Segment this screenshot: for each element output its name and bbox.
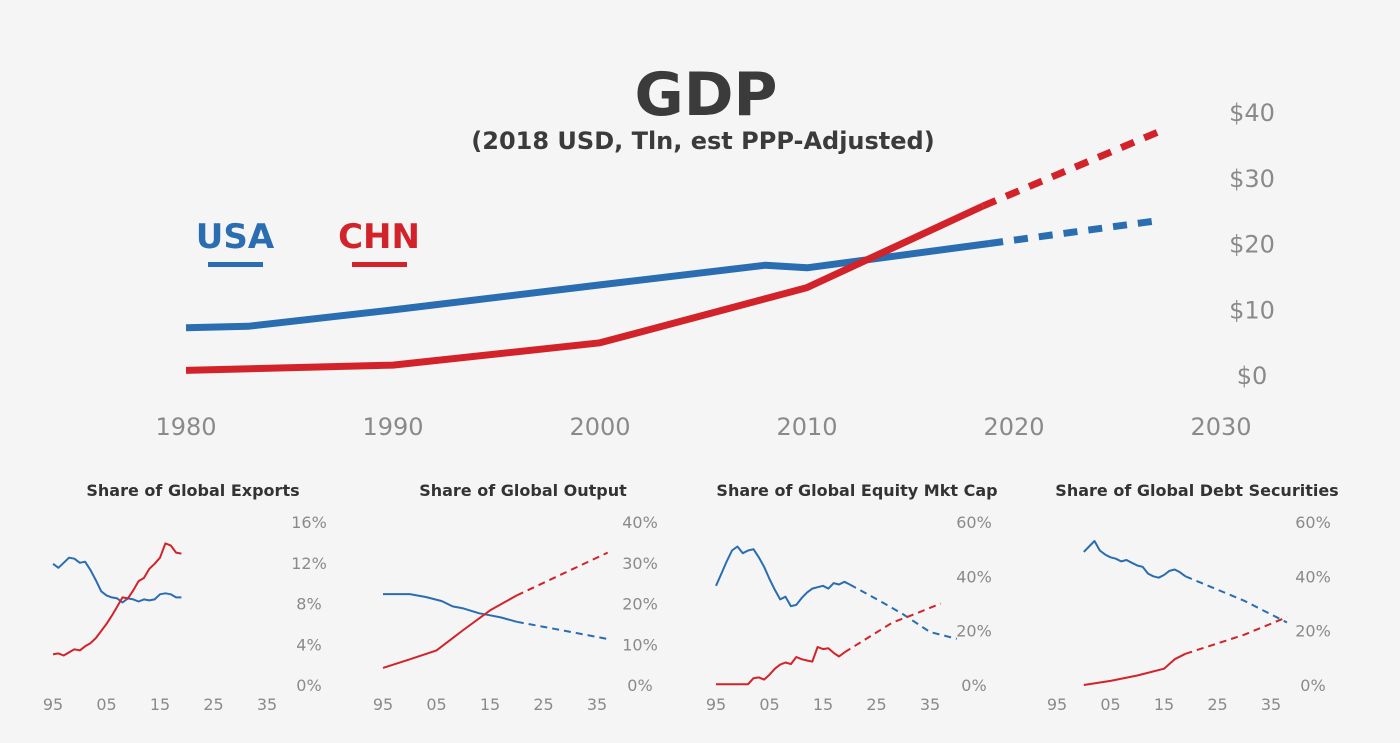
main-chart-subtitle: (2018 USD, Tln, est PPP-Adjusted) — [471, 127, 934, 155]
c3-x-tick-95: 95 — [706, 695, 726, 714]
c3-x-tick-35: 35 — [920, 695, 940, 714]
c0-y-tick--40: $40 — [1229, 99, 1275, 127]
legend: USA CHN — [196, 217, 420, 267]
c4-y-tick-20-: 20% — [1295, 622, 1331, 641]
c4-x-tick-95: 95 — [1047, 695, 1067, 714]
c0-x-tick-2010: 2010 — [776, 413, 837, 441]
c3-usa-actual-line — [715, 545, 851, 608]
c4-usa-actual-line — [1083, 540, 1186, 579]
c3-x-tick-05: 05 — [759, 695, 779, 714]
c4-y-tick-60-: 60% — [1295, 513, 1331, 532]
c4-x-tick-15: 15 — [1154, 695, 1174, 714]
c4-x-tick-25: 25 — [1207, 695, 1227, 714]
c0-usa-actual-line — [185, 240, 990, 332]
legend-swatch-usa — [208, 262, 263, 267]
c3-y-tick-40-: 40% — [956, 567, 992, 586]
c0-x-tick-2030: 2030 — [1190, 413, 1251, 441]
c3-y-tick-60-: 60% — [956, 513, 992, 532]
c2-chn-projected-line — [516, 551, 609, 597]
equity-share-chart: 0% 20% 40% 60% 95 05 15 25 35 — [706, 513, 992, 714]
c2-usa-projected-line — [516, 620, 608, 640]
c1-chn-actual-line — [52, 542, 182, 657]
c1-y-tick-12-: 12% — [291, 554, 327, 573]
c0-y-tick--0: $0 — [1237, 362, 1268, 390]
c0-x-tick-2000: 2000 — [569, 413, 630, 441]
c4-chn-projected-line — [1185, 616, 1288, 655]
c3-y-tick-0-: 0% — [961, 676, 986, 695]
c1-y-tick-8-: 8% — [296, 595, 321, 614]
output-share-chart: 0% 10% 20% 30% 40% 95 05 15 25 35 — [373, 513, 658, 714]
c4-x-tick-35: 35 — [1261, 695, 1281, 714]
debt-share-chart: 0% 20% 40% 60% 95 05 15 25 35 — [1047, 513, 1331, 714]
c4-y-tick-0-: 0% — [1300, 676, 1325, 695]
debt-chart-title: Share of Global Debt Securities — [1055, 481, 1338, 500]
output-chart-title: Share of Global Output — [419, 481, 627, 500]
c4-usa-projected-line — [1185, 575, 1288, 624]
c1-y-tick-16-: 16% — [291, 513, 327, 532]
c2-y-tick-10-: 10% — [622, 635, 658, 654]
c2-chn-actual-line — [382, 594, 518, 669]
c0-x-tick-1980: 1980 — [155, 413, 216, 441]
c0-y-tick--20: $20 — [1229, 231, 1275, 259]
c2-y-tick-20-: 20% — [622, 595, 658, 614]
c0-x-tick-1990: 1990 — [362, 413, 423, 441]
c3-y-tick-20-: 20% — [956, 622, 992, 641]
c0-usa-projected-line — [988, 217, 1160, 247]
c3-chn-actual-line — [716, 646, 846, 686]
c1-x-tick-25: 25 — [203, 695, 223, 714]
c1-y-tick-4-: 4% — [296, 635, 321, 654]
c1-usa-actual-line — [52, 556, 182, 604]
c0-x-tick-2020: 2020 — [983, 413, 1044, 441]
c2-y-tick-40-: 40% — [622, 513, 658, 532]
main-chart-title: GDP — [634, 60, 777, 130]
c2-x-tick-95: 95 — [373, 695, 393, 714]
c3-x-tick-25: 25 — [866, 695, 886, 714]
exports-chart-title: Share of Global Exports — [86, 481, 299, 500]
main-gdp-chart: $0 $10 $20 $30 $40 1980 1990 2000 2010 2020 2030 — [155, 99, 1274, 441]
c3-x-tick-15: 15 — [813, 695, 833, 714]
c2-x-tick-35: 35 — [587, 695, 607, 714]
exports-share-chart: 0% 4% 8% 12% 16% 95 05 15 25 35 — [43, 513, 327, 714]
c2-y-tick-30-: 30% — [622, 554, 658, 573]
c3-usa-projected-line — [849, 583, 958, 640]
c3-chn-projected-line — [843, 602, 942, 654]
legend-swatch-chn — [352, 262, 407, 267]
c2-x-tick-15: 15 — [480, 695, 500, 714]
c0-chn-projected-line — [981, 128, 1161, 210]
c0-chn-actual-line — [185, 202, 985, 374]
c2-x-tick-25: 25 — [533, 695, 553, 714]
c0-y-tick--10: $10 — [1229, 296, 1275, 324]
legend-label-chn: CHN — [338, 217, 420, 257]
c1-x-tick-05: 05 — [96, 695, 116, 714]
c1-x-tick-15: 15 — [150, 695, 170, 714]
equity-chart-title: Share of Global Equity Mkt Cap — [716, 481, 997, 500]
c0-y-tick--30: $30 — [1229, 165, 1275, 193]
c1-y-tick-0-: 0% — [296, 676, 321, 695]
c2-x-tick-05: 05 — [426, 695, 446, 714]
c2-usa-actual-line — [383, 593, 518, 623]
c4-chn-actual-line — [1083, 652, 1186, 686]
c4-y-tick-40-: 40% — [1295, 567, 1331, 586]
c1-x-tick-35: 35 — [257, 695, 277, 714]
legend-label-usa: USA — [196, 217, 275, 257]
c4-x-tick-05: 05 — [1100, 695, 1120, 714]
c1-x-tick-95: 95 — [43, 695, 63, 714]
c2-y-tick-0-: 0% — [627, 676, 652, 695]
